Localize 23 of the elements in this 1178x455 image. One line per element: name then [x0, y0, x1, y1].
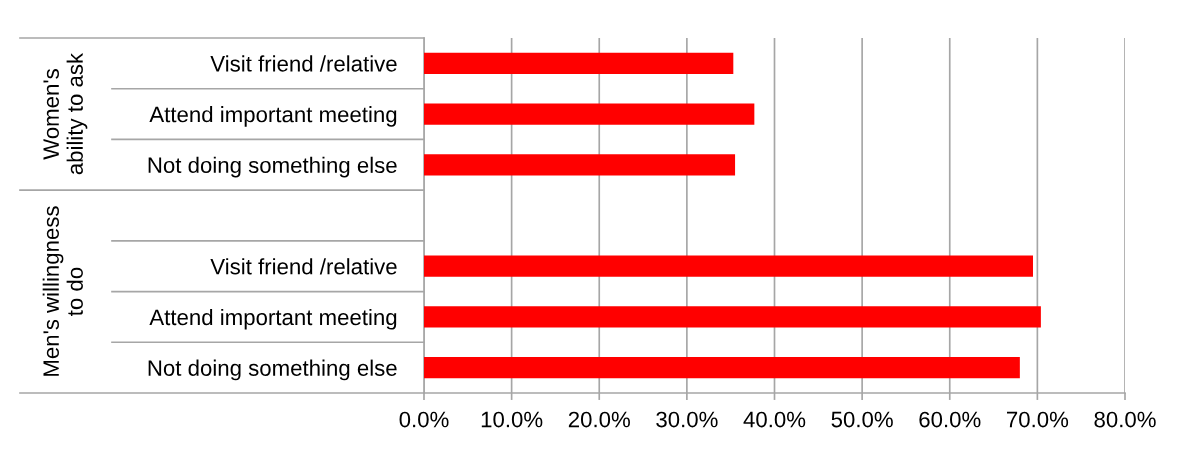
y-tick-label: Not doing something else: [148, 156, 397, 178]
bar: [424, 154, 736, 176]
x-tick-label: 50.0%: [831, 411, 893, 428]
x-tick-label: 60.0%: [919, 411, 981, 428]
y-tick-label: Visit friend /relative: [210, 258, 397, 275]
y-tick-label: Attend important meeting: [149, 106, 397, 127]
bar: [424, 356, 1020, 379]
bar: [424, 255, 1033, 277]
x-tick-label: 80.0%: [1094, 411, 1156, 428]
y-tick-label: Visit friend /relative: [210, 55, 397, 72]
x-tick-label: 10.0%: [481, 411, 543, 428]
text: Men's willingness to do: [42, 206, 83, 376]
x-tick-label: 40.0%: [743, 411, 806, 428]
x-tick-label: 30.0%: [656, 411, 718, 428]
bar: [424, 103, 755, 125]
bar: [424, 306, 1041, 328]
x-tick-label: 70.0%: [1007, 411, 1069, 428]
x-tick-label: 0.0%: [399, 411, 449, 428]
text: Women's ability to ask: [43, 52, 88, 175]
y-tick-label: Attend important meeting: [149, 308, 397, 330]
x-tick-label: 20.0%: [568, 411, 630, 428]
bar: [424, 52, 734, 75]
y-tick-label: Not doing something else: [148, 359, 397, 381]
